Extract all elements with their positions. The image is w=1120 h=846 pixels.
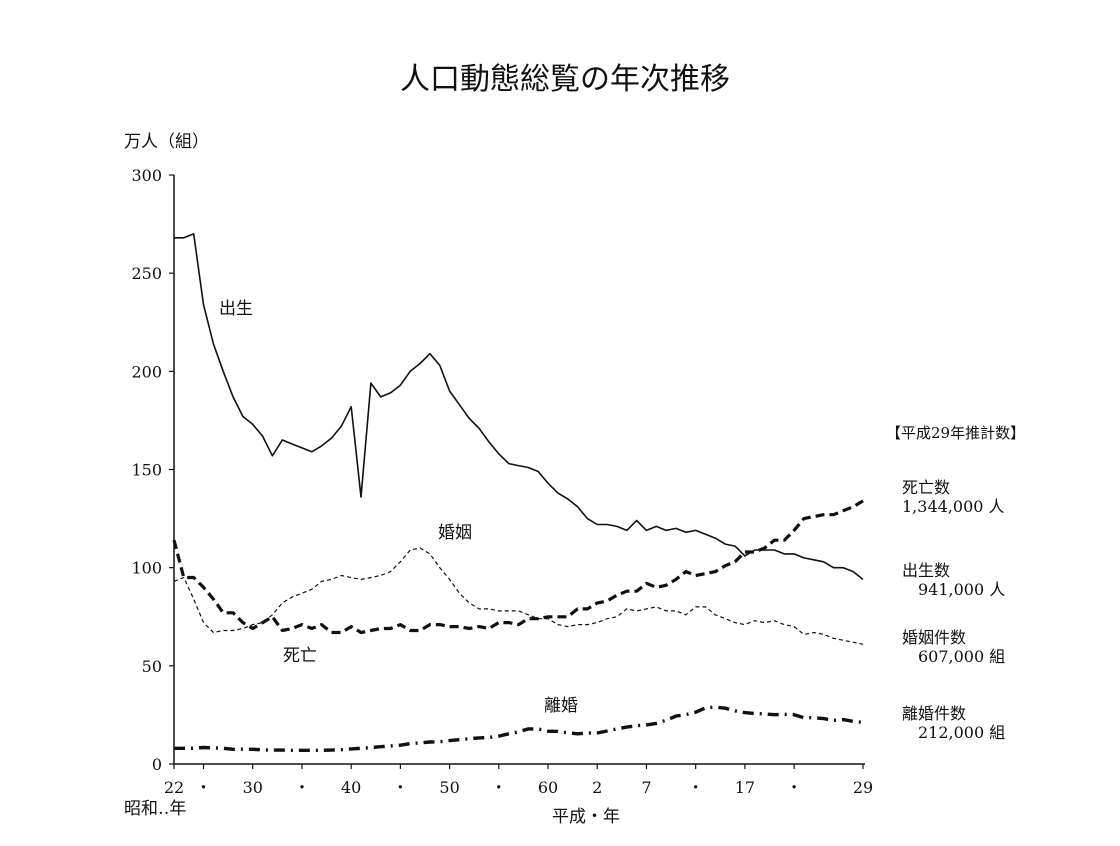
x-tick-label: ・: [196, 778, 212, 797]
estimate-marriages-value: 607,000 組: [918, 647, 1005, 666]
x-tick-label: 2: [592, 778, 602, 797]
y-tick-label: 150: [131, 461, 162, 480]
estimate-births-name: 出生数: [902, 561, 950, 580]
series-lines: [172, 233, 864, 752]
estimates-heading: 【平成29年推計数】: [886, 424, 1025, 442]
estimate-marriages-name: 婚姻件数: [902, 628, 966, 647]
x-axis-label-heisei: 平成・年: [552, 807, 620, 827]
x-axis-label-showa: 昭和‥年: [124, 799, 186, 819]
chart-title: 人口動態総覧の年次推移: [400, 62, 730, 97]
y-tick-label: 100: [131, 559, 162, 578]
y-tick-label: 250: [131, 264, 162, 283]
x-tick-label: ・: [392, 778, 408, 797]
x-axis: 22 ・ 30 ・ 40 ・ 50 ・ 60 2 7 ・ 17 ・ 29: [164, 763, 873, 797]
y-tick-label: 0: [152, 755, 162, 774]
estimate-deaths-name: 死亡数: [902, 478, 950, 497]
x-tick-label: 40: [341, 778, 361, 797]
x-tick-label: 60: [538, 778, 558, 797]
x-tick-label: 17: [735, 778, 755, 797]
x-tick-label: 7: [641, 778, 651, 797]
estimate-births-value: 941,000 人: [918, 580, 1005, 599]
annotation-divorce: 離婚: [544, 696, 578, 716]
series-line-離婚: [174, 705, 864, 752]
annotation-marriage: 婚姻: [438, 523, 472, 543]
series-line-死亡: [172, 499, 864, 635]
x-tick-label: 29: [853, 778, 873, 797]
x-tick-label: 30: [243, 778, 263, 797]
y-axis-label: 万人（組）: [124, 132, 209, 152]
x-tick-label: ・: [786, 778, 802, 797]
y-axis: 0 50 100 150 200 250 300: [131, 166, 175, 774]
series-line-婚姻: [173, 547, 864, 645]
series-line-出生: [174, 233, 864, 581]
y-tick-label: 50: [142, 657, 162, 676]
estimate-divorces-value: 212,000 組: [918, 723, 1005, 742]
x-tick-label: 50: [439, 778, 459, 797]
estimate-divorces-name: 離婚件数: [902, 704, 966, 723]
x-tick-label: ・: [294, 778, 310, 797]
y-tick-label: 300: [131, 166, 162, 185]
x-tick-label: ・: [491, 778, 507, 797]
annotation-birth: 出生: [219, 299, 253, 319]
annotation-death: 死亡: [283, 646, 317, 666]
x-tick-label: ・: [688, 778, 704, 797]
y-tick-label: 200: [131, 362, 162, 381]
estimate-deaths-value: 1,344,000 人: [902, 497, 1005, 516]
x-tick-label: 22: [164, 778, 184, 797]
